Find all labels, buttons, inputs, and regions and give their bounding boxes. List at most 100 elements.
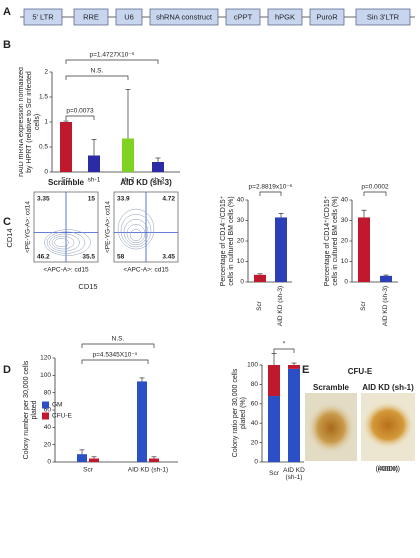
quadrant-value: 58 xyxy=(117,254,125,261)
y-tick-label: 2 xyxy=(44,69,48,76)
quadrant-value: 3.35 xyxy=(37,196,50,203)
y-axis-label: Colony ratio per 30,000 cells plated (%) xyxy=(232,368,247,458)
panel-label: C xyxy=(3,216,11,228)
y-axis-label-box: Percentage of CD14⁻/CD15⁺ cells in cultu… xyxy=(220,195,235,287)
x-tick-label: Scr xyxy=(83,467,94,474)
y-axis-label-box: Colony ratio per 30,000 cells plated (%) xyxy=(232,368,247,458)
y-tick-label: 30 xyxy=(237,217,245,224)
significance-bracket xyxy=(259,191,282,196)
annotation: N.S. xyxy=(91,68,104,75)
bar-segment xyxy=(268,365,280,397)
y-tick-label: 20 xyxy=(44,441,52,448)
y-tick-label: 0 xyxy=(44,169,48,176)
significance-bracket xyxy=(273,348,295,353)
flow-title: Scramble xyxy=(48,178,85,187)
contour xyxy=(120,213,152,248)
flow-y-axis: CD14 xyxy=(5,228,14,247)
annotation: p=0.0002 xyxy=(361,184,389,191)
bar xyxy=(89,458,99,462)
x-tick-label: AID KD (sh-1) xyxy=(283,466,305,481)
y-axis-label: Colony number per 30,000 cells plated xyxy=(23,360,38,460)
significance-bracket xyxy=(363,191,387,196)
contour xyxy=(126,224,146,244)
colony-title: CFU-E xyxy=(348,367,373,376)
significance-bracket xyxy=(65,59,159,64)
colony-label: AID KD (sh-1) xyxy=(362,383,414,392)
y-tick-label: 0 xyxy=(47,459,51,466)
annotation: p=2.8819x10⁻⁶ xyxy=(249,184,293,191)
quadrant-value: 46.2 xyxy=(37,254,50,261)
bar-segment xyxy=(268,396,280,462)
x-tick-label-box: Scr xyxy=(269,470,279,477)
construct-element xyxy=(115,8,143,26)
y-tick-label: 60 xyxy=(44,407,52,414)
y-tick-label: 120 xyxy=(40,355,51,362)
contour xyxy=(54,238,69,248)
y-axis-label-box: hAID mRNA expression normalized by HPRT … xyxy=(19,67,41,177)
x-tick-label: AID KD (sh-3) xyxy=(277,285,285,327)
contour xyxy=(44,229,91,256)
construct-label: 5' LTR xyxy=(32,12,54,21)
bar xyxy=(77,454,87,462)
x-tick-label: sh-3 xyxy=(152,177,165,184)
legend-swatch xyxy=(42,401,49,409)
bar xyxy=(380,275,392,282)
quadrant-value: 33.9 xyxy=(117,196,130,203)
construct-element xyxy=(23,8,63,26)
y-axis-label: Percentage of CD14⁺/CD15⁺ cells in cultu… xyxy=(324,195,339,287)
x-tick-label: sh-2 xyxy=(122,177,135,184)
significance-bracket xyxy=(65,115,95,120)
flow-x-axis: CD15 xyxy=(78,282,97,291)
y-tick-label: 0 xyxy=(344,279,348,286)
x-tick-label-box: Scr xyxy=(360,301,368,311)
magnification: (400X) xyxy=(375,464,398,473)
x-tick-label: Scr xyxy=(256,301,264,311)
y-tick-label: 10 xyxy=(237,258,245,265)
y-tick-label: 10 xyxy=(341,258,349,265)
y-tick-label: 60 xyxy=(251,401,259,408)
quadrant-value: 3.45 xyxy=(162,254,175,261)
significance-bracket xyxy=(65,75,129,80)
quadrant-value: 4.72 xyxy=(162,196,175,203)
bar xyxy=(152,162,164,172)
y-axis-label: hAID mRNA expression normalized by HPRT … xyxy=(19,67,41,177)
bar xyxy=(137,381,147,462)
y-tick-label: 20 xyxy=(341,238,349,245)
construct-element xyxy=(149,8,219,26)
y-tick-label: 0 xyxy=(240,279,244,286)
construct-label: U6 xyxy=(124,12,134,21)
annotation: p=0.0073 xyxy=(66,108,94,115)
y-tick-label: 0.5 xyxy=(39,144,48,151)
colony-image xyxy=(307,402,355,454)
x-tick-label: AID KD (sh-1) xyxy=(128,467,168,474)
y-axis-label: Percentage of CD14⁻/CD15⁺ cells in cultu… xyxy=(220,195,235,287)
bar xyxy=(122,138,134,172)
y-tick-label: 40 xyxy=(44,424,52,431)
y-axis-label-box: Percentage of CD14⁺/CD15⁺ cells in cultu… xyxy=(324,195,339,287)
y-tick-label: 40 xyxy=(237,197,245,204)
magnification: (400X) xyxy=(377,464,400,473)
contour xyxy=(49,233,80,252)
construct-label: hPGK xyxy=(275,12,295,21)
panel-label: B xyxy=(3,39,11,51)
y-tick-label: 0 xyxy=(254,459,258,466)
x-tick-label: Scr xyxy=(360,301,368,311)
construct-element xyxy=(73,8,109,26)
significance-bracket xyxy=(81,343,155,348)
y-tick-label: 100 xyxy=(247,362,258,369)
y-tick-label: 40 xyxy=(341,197,349,204)
contour xyxy=(123,219,149,246)
flow-x-label: <APC-A>: cd15 xyxy=(43,267,89,274)
y-tick-label: 80 xyxy=(251,381,259,388)
y-tick-label: 20 xyxy=(251,439,259,446)
construct-label: Sin 3'LTR xyxy=(367,12,400,21)
y-tick-label: 30 xyxy=(341,217,349,224)
bar xyxy=(254,274,266,282)
construct-element xyxy=(355,8,411,26)
annotation: * xyxy=(283,341,286,348)
y-tick-label: 40 xyxy=(251,420,259,427)
bar xyxy=(60,122,72,172)
x-tick-label: sh-1 xyxy=(88,177,101,184)
